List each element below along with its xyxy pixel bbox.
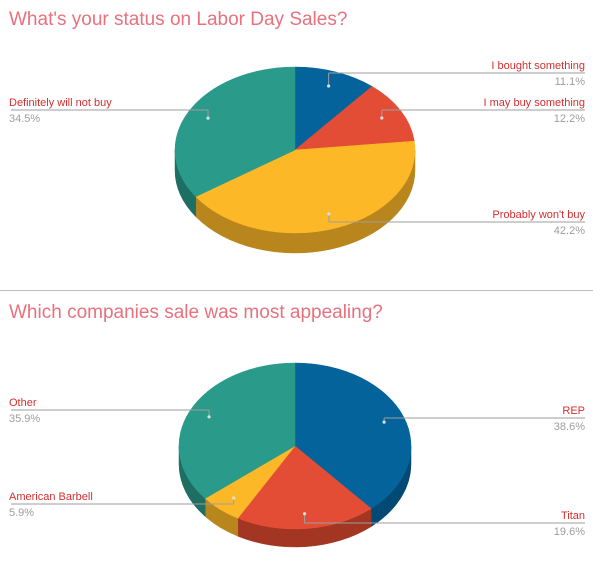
slice-percent: 5.9% xyxy=(9,507,34,519)
slice-percent: 11.1% xyxy=(555,76,586,88)
leader-dot xyxy=(380,116,384,120)
pie-labels: REP 38.6% Titan 19.6% American Barbell 5.9% Ot… xyxy=(9,397,585,538)
chart-title: What's your status on Labor Day Sales? xyxy=(9,9,348,30)
pie-chart-canvas: REP 38.6% Titan 19.6% American Barbell 5.9% Ot… xyxy=(9,362,585,548)
slice-percent: 19.6% xyxy=(554,526,585,538)
slice-label: Other xyxy=(9,397,37,409)
leader-dot xyxy=(207,415,211,419)
leader-dot xyxy=(327,84,331,88)
leader-dot xyxy=(382,420,386,424)
slice-label: I bought something xyxy=(491,60,585,72)
pie-slice-i-may-buy-something[interactable] xyxy=(294,86,415,151)
leader-dot xyxy=(206,116,210,120)
slice-percent: 38.6% xyxy=(554,421,585,433)
chart-divider xyxy=(0,290,593,291)
pie-slice-titan[interactable] xyxy=(237,445,372,530)
slice-percent: 35.9% xyxy=(9,413,40,425)
leader-dot xyxy=(232,496,236,500)
labor-day-status-chart: What's your status on Labor Day Sales? I… xyxy=(9,9,585,254)
pie-labels: I bought something 11.1% I may buy somethi… xyxy=(9,60,585,237)
pie-chart-canvas: I bought something 11.1% I may buy somethi… xyxy=(9,60,585,254)
leader-dot xyxy=(302,512,307,516)
slice-label: Definitely will not buy xyxy=(9,97,112,109)
pie-top-faces xyxy=(174,66,416,234)
slice-percent: 34.5% xyxy=(9,113,40,125)
pie-slice-i-bought-something[interactable] xyxy=(294,66,373,151)
pie-slice-definitely-will-not-buy[interactable] xyxy=(174,66,296,197)
leader-dot xyxy=(327,212,331,216)
pie-top-faces xyxy=(178,362,412,530)
appealing-company-chart: Which companies sale was most appealing?… xyxy=(0,293,593,577)
pie-slice-probably-won-t-buy[interactable] xyxy=(195,140,416,234)
chart-title: Which companies sale was most appealing? xyxy=(9,302,383,323)
slice-label: REP xyxy=(562,405,585,417)
slice-label: Titan xyxy=(561,510,585,522)
slice-percent: 42.2% xyxy=(554,225,585,237)
pie-slice-rep[interactable] xyxy=(294,362,412,509)
slice-label: Probably won't buy xyxy=(492,209,585,221)
slice-label: I may buy something xyxy=(484,97,586,109)
slice-percent: 12.2% xyxy=(554,113,585,125)
slice-label: American Barbell xyxy=(9,491,93,503)
